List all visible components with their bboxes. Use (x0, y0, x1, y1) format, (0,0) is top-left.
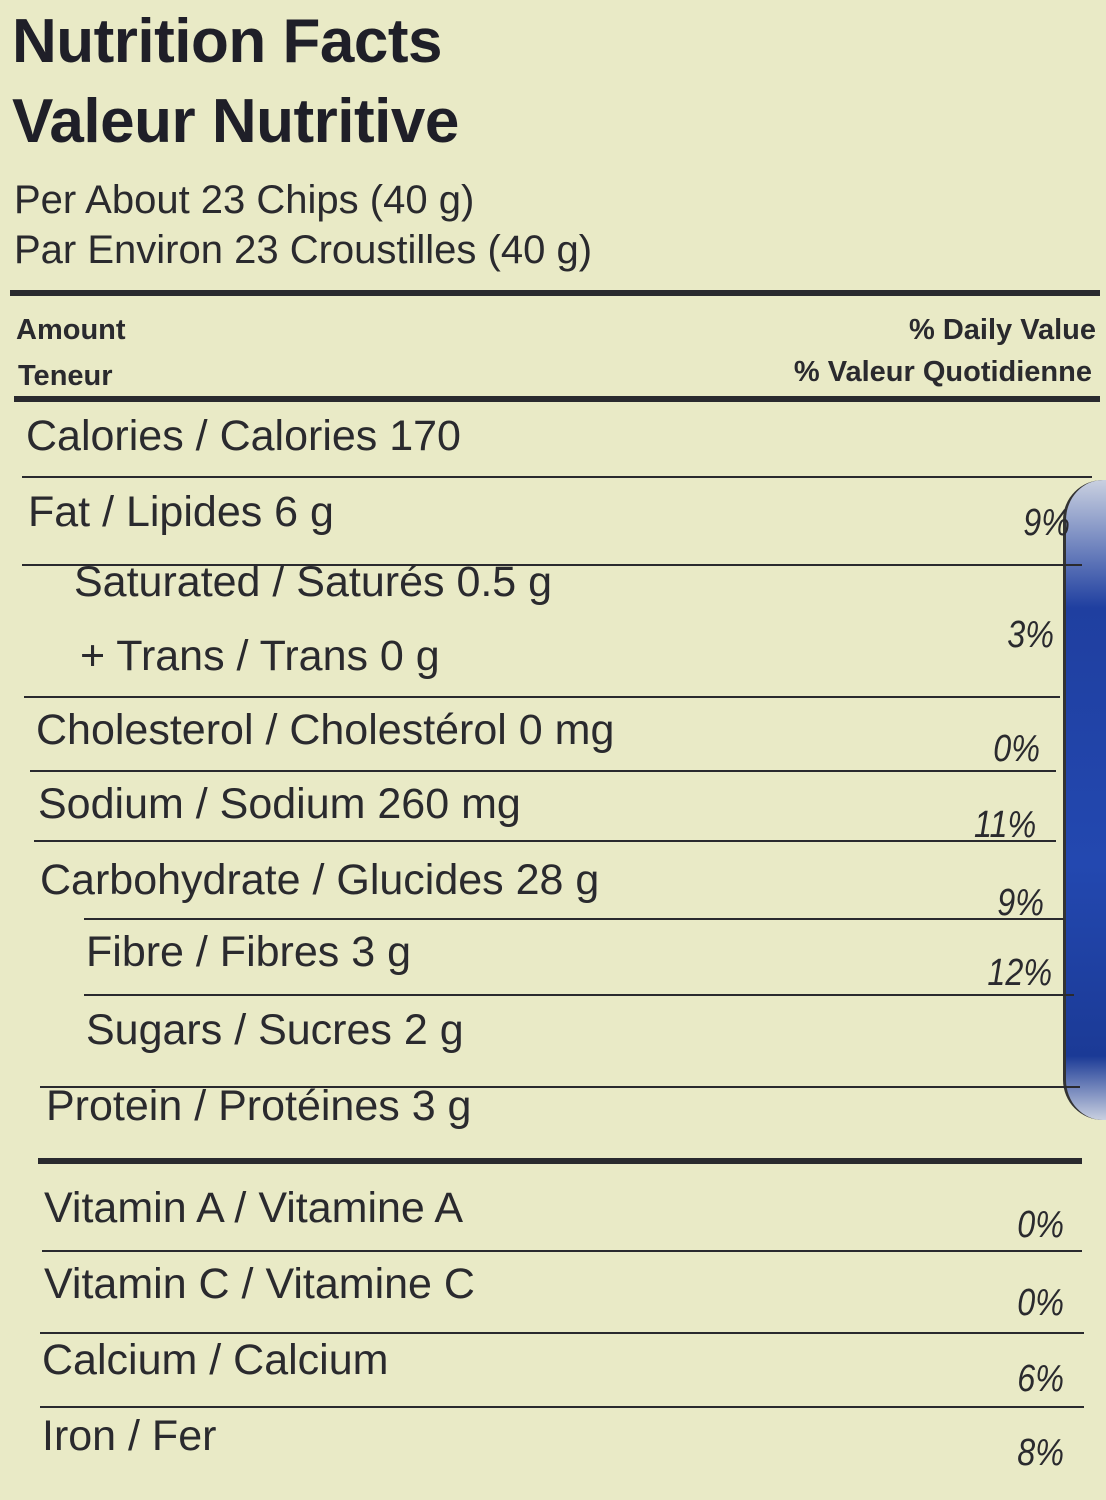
row-carbohydrate: Carbohydrate / Glucides 28 g (40, 856, 600, 904)
dv-sodium: 11% (973, 804, 1036, 846)
divider (40, 1332, 1084, 1334)
row-vitamin-c: Vitamin C / Vitamine C (44, 1260, 475, 1308)
dv-sat-trans: 3% (1007, 614, 1054, 656)
row-calcium: Calcium / Calcium (42, 1336, 389, 1384)
divider (22, 564, 1082, 566)
divider (24, 696, 1060, 698)
row-iron: Iron / Fer (42, 1412, 217, 1460)
divider (34, 840, 1056, 842)
divider (84, 918, 1064, 920)
divider (14, 396, 1100, 402)
dv-fibre: 12% (987, 952, 1052, 994)
dv-header-fr: % Valeur Quotidienne (793, 356, 1092, 388)
dv-fat: 9% (1023, 502, 1070, 544)
row-vitamin-a: Vitamin A / Vitamine A (44, 1184, 464, 1232)
row-fat: Fat / Lipides 6 g (28, 488, 334, 536)
divider (10, 290, 1100, 296)
dv-vitamin-c: 0% (1017, 1282, 1064, 1324)
row-fibre: Fibre / Fibres 3 g (86, 928, 411, 976)
title-fr: Valeur Nutritive (12, 87, 459, 156)
dv-carbohydrate: 9% (997, 882, 1044, 924)
row-protein: Protein / Protéines 3 g (46, 1082, 472, 1130)
divider (38, 1158, 1082, 1164)
dv-vitamin-a: 0% (1017, 1204, 1064, 1246)
serving-en: Per About 23 Chips (40 g) (14, 178, 475, 222)
dv-cholesterol: 0% (993, 728, 1040, 770)
serving-fr: Par Environ 23 Croustilles (40 g) (14, 228, 593, 272)
divider (30, 770, 1056, 772)
divider (84, 994, 1074, 996)
row-trans: + Trans / Trans 0 g (80, 632, 440, 680)
title-en: Nutrition Facts (12, 7, 442, 76)
amount-header-fr: Teneur (18, 360, 113, 392)
package-background (1063, 480, 1106, 1120)
dv-iron: 8% (1017, 1432, 1064, 1474)
divider (40, 1086, 1080, 1088)
divider (22, 476, 1092, 478)
dv-header-en: % Daily Value (909, 314, 1096, 346)
amount-header-en: Amount (16, 314, 126, 346)
dv-calcium: 6% (1017, 1358, 1064, 1400)
row-sodium: Sodium / Sodium 260 mg (38, 780, 521, 828)
row-saturated: Saturated / Saturés 0.5 g (74, 558, 553, 606)
row-sugars: Sugars / Sucres 2 g (86, 1006, 464, 1054)
row-cholesterol: Cholesterol / Cholestérol 0 mg (36, 706, 615, 754)
divider (40, 1406, 1084, 1408)
divider (42, 1250, 1082, 1252)
row-calories: Calories / Calories 170 (26, 412, 461, 460)
